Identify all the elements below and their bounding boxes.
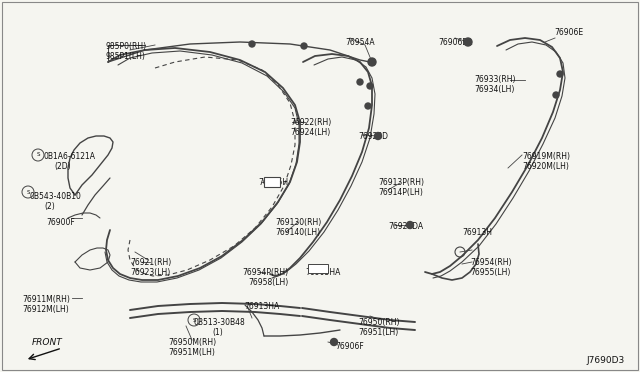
Circle shape [369, 60, 374, 64]
Text: 76934(LH): 76934(LH) [474, 85, 515, 94]
Text: 76912M(LH): 76912M(LH) [22, 305, 68, 314]
Text: 76954A: 76954A [345, 38, 374, 47]
Text: S: S [26, 189, 29, 195]
Text: 76951(LH): 76951(LH) [358, 328, 398, 337]
Circle shape [249, 41, 255, 47]
Circle shape [406, 221, 413, 228]
Text: 76905H: 76905H [258, 178, 288, 187]
Text: 76900F: 76900F [46, 218, 75, 227]
Circle shape [368, 58, 376, 66]
Text: 0B543-40B10: 0B543-40B10 [30, 192, 82, 201]
Circle shape [367, 83, 373, 89]
Text: 76923(LH): 76923(LH) [130, 268, 170, 277]
Circle shape [374, 132, 381, 140]
Text: J7690D3: J7690D3 [587, 356, 625, 365]
Circle shape [365, 103, 371, 109]
Text: 985P1(LH): 985P1(LH) [105, 52, 145, 61]
Text: 985P0(RH): 985P0(RH) [105, 42, 146, 51]
Text: 76928DA: 76928DA [388, 222, 423, 231]
Text: 76950(RH): 76950(RH) [358, 318, 399, 327]
Text: 76955(LH): 76955(LH) [470, 268, 510, 277]
Circle shape [464, 38, 472, 46]
Circle shape [557, 71, 563, 77]
Text: 76958(LH): 76958(LH) [248, 278, 288, 287]
Text: S: S [192, 317, 196, 323]
Text: 76921(RH): 76921(RH) [130, 258, 172, 267]
Text: 76933(RH): 76933(RH) [474, 75, 515, 84]
Text: 76920M(LH): 76920M(LH) [522, 162, 569, 171]
Text: 0B513-30B48: 0B513-30B48 [194, 318, 246, 327]
Text: 76906E: 76906E [554, 28, 583, 37]
Circle shape [357, 79, 363, 85]
Text: 76924(LH): 76924(LH) [290, 128, 330, 137]
Text: 76951M(LH): 76951M(LH) [168, 348, 215, 357]
Text: 769130(RH): 769130(RH) [275, 218, 321, 227]
Text: 769140(LH): 769140(LH) [275, 228, 320, 237]
Text: 76954P(RH): 76954P(RH) [242, 268, 288, 277]
Text: (2): (2) [44, 202, 55, 211]
Text: 76954(RH): 76954(RH) [470, 258, 511, 267]
Circle shape [553, 92, 559, 98]
Text: FRONT: FRONT [32, 338, 63, 347]
Text: 76913P(RH): 76913P(RH) [378, 178, 424, 187]
Text: (2D): (2D) [54, 162, 70, 171]
Text: 76906EA: 76906EA [438, 38, 472, 47]
Text: S: S [36, 153, 40, 157]
Text: 76919M(RH): 76919M(RH) [522, 152, 570, 161]
Text: 0B1A6-6121A: 0B1A6-6121A [44, 152, 96, 161]
Bar [264, 177, 280, 187]
Circle shape [330, 339, 337, 346]
Text: 76928D: 76928D [358, 132, 388, 141]
Text: 76913HA: 76913HA [244, 302, 279, 311]
Text: 76922(RH): 76922(RH) [290, 118, 332, 127]
Text: 76914P(LH): 76914P(LH) [378, 188, 423, 197]
Text: 76911M(RH): 76911M(RH) [22, 295, 70, 304]
Bar [308, 263, 328, 273]
Text: 76906F: 76906F [335, 342, 364, 351]
Text: (1): (1) [212, 328, 223, 337]
Circle shape [301, 43, 307, 49]
Text: 76950M(RH): 76950M(RH) [168, 338, 216, 347]
Text: 76913H: 76913H [462, 228, 492, 237]
Text: 76905HA: 76905HA [305, 268, 340, 277]
